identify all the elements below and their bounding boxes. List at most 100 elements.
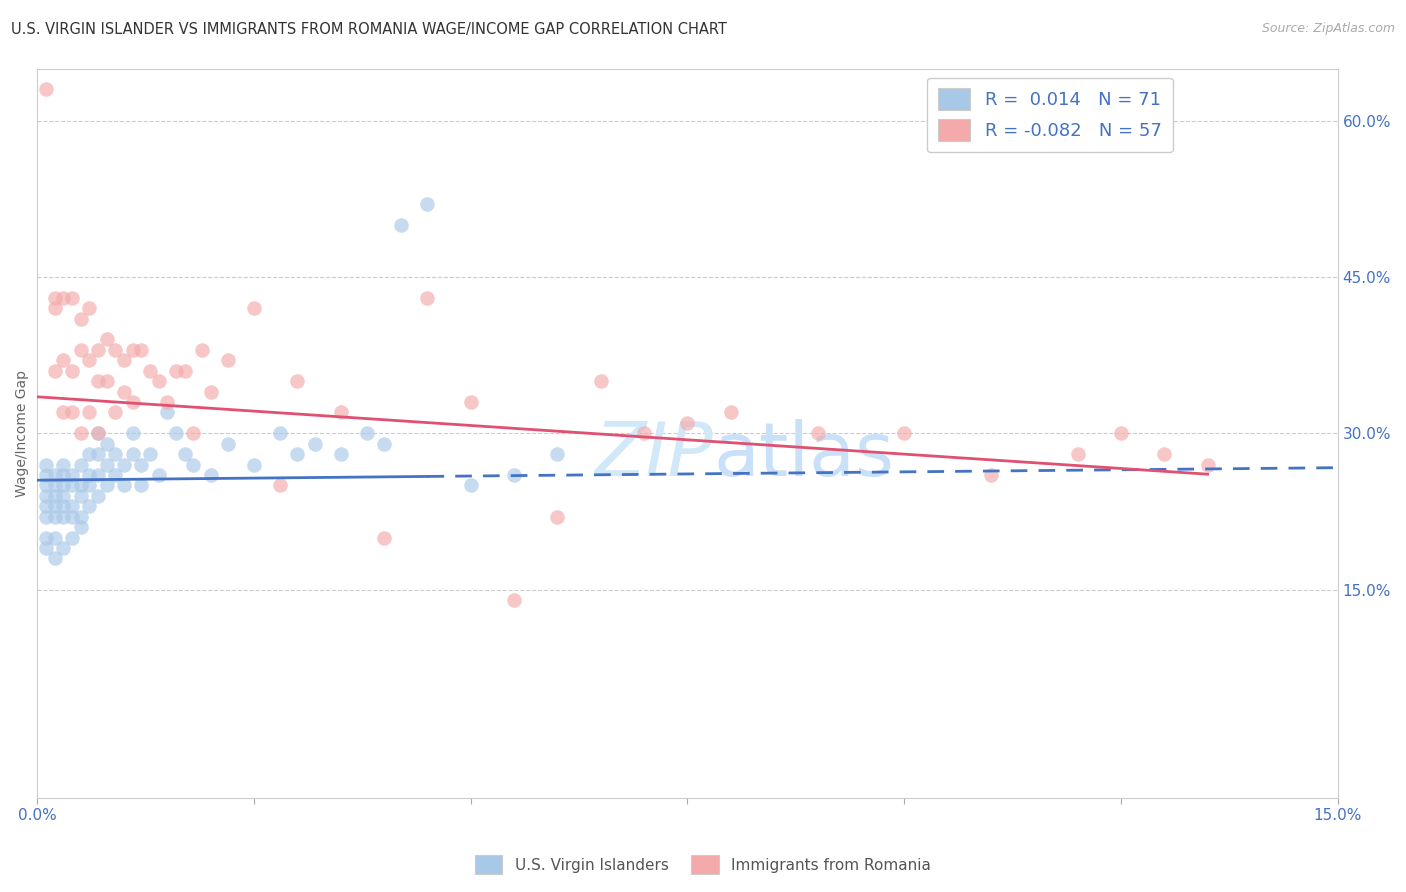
Point	[35, 82, 58, 96]
Point	[373, 531, 395, 545]
Point	[104, 467, 127, 482]
Point	[121, 426, 143, 441]
Point	[217, 353, 239, 368]
Point	[52, 489, 75, 503]
Point	[131, 343, 153, 357]
Point	[35, 500, 58, 514]
Point	[191, 343, 214, 357]
Point	[44, 291, 66, 305]
Point	[173, 364, 195, 378]
Point	[69, 426, 91, 441]
Point	[112, 458, 135, 472]
Point	[96, 333, 118, 347]
Point	[52, 353, 75, 368]
Point	[156, 405, 179, 419]
Point	[44, 489, 66, 503]
Point	[589, 374, 612, 388]
Point	[546, 447, 568, 461]
Point	[60, 291, 83, 305]
Point	[52, 467, 75, 482]
Point	[52, 458, 75, 472]
Point	[52, 541, 75, 555]
Point	[60, 364, 83, 378]
Point	[121, 343, 143, 357]
Point	[1109, 426, 1132, 441]
Point	[87, 467, 110, 482]
Point	[148, 374, 170, 388]
Point	[79, 353, 101, 368]
Point	[87, 489, 110, 503]
Point	[60, 500, 83, 514]
Point	[79, 405, 101, 419]
Point	[35, 467, 58, 482]
Point	[676, 416, 699, 430]
Point	[96, 436, 118, 450]
Point	[720, 405, 742, 419]
Text: ZIP: ZIP	[595, 419, 713, 491]
Point	[1197, 458, 1219, 472]
Point	[35, 531, 58, 545]
Point	[121, 447, 143, 461]
Point	[806, 426, 828, 441]
Point	[416, 197, 439, 211]
Point	[893, 426, 915, 441]
Point	[287, 447, 309, 461]
Point	[79, 447, 101, 461]
Point	[69, 343, 91, 357]
Point	[44, 509, 66, 524]
Point	[173, 447, 195, 461]
Point	[52, 500, 75, 514]
Point	[131, 478, 153, 492]
Point	[52, 509, 75, 524]
Point	[329, 447, 352, 461]
Point	[121, 395, 143, 409]
Point	[79, 500, 101, 514]
Point	[1066, 447, 1088, 461]
Point	[60, 467, 83, 482]
Point	[69, 478, 91, 492]
Text: Source: ZipAtlas.com: Source: ZipAtlas.com	[1261, 22, 1395, 36]
Point	[69, 489, 91, 503]
Point	[131, 458, 153, 472]
Point	[112, 353, 135, 368]
Point	[633, 426, 655, 441]
Point	[69, 458, 91, 472]
Point	[44, 500, 66, 514]
Point	[139, 447, 162, 461]
Point	[44, 531, 66, 545]
Point	[96, 374, 118, 388]
Point	[391, 218, 413, 232]
Point	[217, 436, 239, 450]
Point	[503, 593, 526, 607]
Point	[287, 374, 309, 388]
Point	[104, 405, 127, 419]
Text: U.S. VIRGIN ISLANDER VS IMMIGRANTS FROM ROMANIA WAGE/INCOME GAP CORRELATION CHAR: U.S. VIRGIN ISLANDER VS IMMIGRANTS FROM …	[11, 22, 727, 37]
Point	[139, 364, 162, 378]
Point	[183, 426, 205, 441]
Point	[79, 301, 101, 316]
Point	[546, 509, 568, 524]
Point	[980, 467, 1002, 482]
Point	[87, 426, 110, 441]
Point	[44, 478, 66, 492]
Point	[44, 551, 66, 566]
Point	[96, 478, 118, 492]
Point	[60, 531, 83, 545]
Point	[460, 395, 482, 409]
Point	[112, 478, 135, 492]
Point	[269, 426, 291, 441]
Point	[44, 364, 66, 378]
Point	[87, 426, 110, 441]
Point	[304, 436, 326, 450]
Point	[373, 436, 395, 450]
Point	[79, 467, 101, 482]
Point	[60, 405, 83, 419]
Point	[87, 447, 110, 461]
Point	[52, 405, 75, 419]
Point	[243, 301, 266, 316]
Point	[112, 384, 135, 399]
Point	[356, 426, 378, 441]
Y-axis label: Wage/Income Gap: Wage/Income Gap	[15, 370, 30, 497]
Point	[35, 458, 58, 472]
Point	[69, 509, 91, 524]
